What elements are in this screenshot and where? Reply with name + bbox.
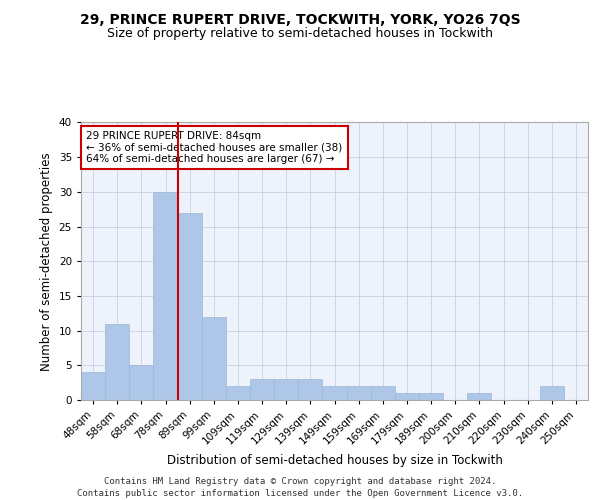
Bar xyxy=(322,386,347,400)
Bar xyxy=(298,379,322,400)
Text: 29, PRINCE RUPERT DRIVE, TOCKWITH, YORK, YO26 7QS: 29, PRINCE RUPERT DRIVE, TOCKWITH, YORK,… xyxy=(80,12,520,26)
Bar xyxy=(467,393,491,400)
Bar xyxy=(129,366,154,400)
Bar xyxy=(274,379,298,400)
Bar xyxy=(371,386,395,400)
Bar xyxy=(347,386,371,400)
Text: Contains HM Land Registry data © Crown copyright and database right 2024.
Contai: Contains HM Land Registry data © Crown c… xyxy=(77,476,523,498)
Text: 29 PRINCE RUPERT DRIVE: 84sqm
← 36% of semi-detached houses are smaller (38)
64%: 29 PRINCE RUPERT DRIVE: 84sqm ← 36% of s… xyxy=(86,131,343,164)
Bar xyxy=(202,317,226,400)
Bar xyxy=(81,372,105,400)
X-axis label: Distribution of semi-detached houses by size in Tockwith: Distribution of semi-detached houses by … xyxy=(167,454,502,467)
Bar xyxy=(250,379,274,400)
Text: Size of property relative to semi-detached houses in Tockwith: Size of property relative to semi-detach… xyxy=(107,28,493,40)
Bar xyxy=(178,212,202,400)
Bar xyxy=(105,324,129,400)
Bar xyxy=(154,192,178,400)
Y-axis label: Number of semi-detached properties: Number of semi-detached properties xyxy=(40,152,53,370)
Bar xyxy=(419,393,443,400)
Bar xyxy=(226,386,250,400)
Bar xyxy=(540,386,564,400)
Bar xyxy=(395,393,419,400)
